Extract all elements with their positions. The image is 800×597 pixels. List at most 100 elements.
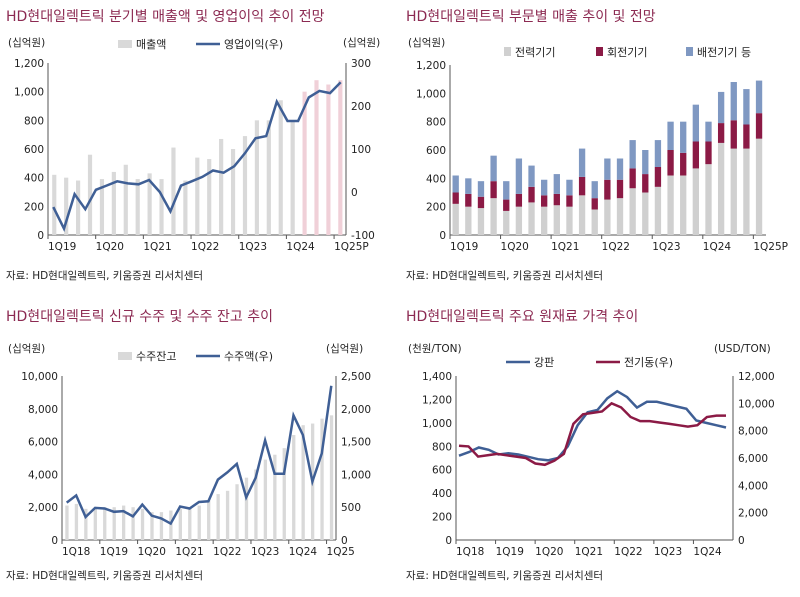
x-tick-label: 1Q25P [753,241,788,253]
x-tick-label: 1Q20 [501,241,529,253]
stacked-bar-segment [629,188,636,235]
stacked-bar-segment [642,150,649,175]
bar [178,508,182,540]
left-unit: (천원/TON) [408,343,462,355]
y-tick-label: 0 [445,535,452,547]
bar [84,508,88,540]
bar [292,435,296,540]
stacked-bar-segment [477,208,485,235]
legend-label: 전력기기 [515,46,555,59]
y-tick-label: 6,000 [28,437,58,449]
bar [314,80,319,235]
y-tick-label: 400 [24,173,44,185]
x-tick-label: 1Q21 [551,241,579,253]
panel-revenue-op: HD현대일렉트릭 분기별 매출액 및 영업이익 추이 전망 (십억원) (십억원)… [0,0,400,297]
x-tick-label: 1Q25P [334,241,369,253]
bar [123,164,128,235]
x-tick-label: 1Q25 [327,546,355,558]
legend-label: 영업이익(우) [224,38,283,51]
stacked-bar-segment [667,175,674,235]
stacked-bar-segment [616,158,624,180]
legend-swatch [596,47,603,56]
stacked-bar-segment [553,193,560,206]
x-tick-label: 1Q24 [289,546,318,558]
y2-tick-label: -100 [351,230,375,242]
y2-tick-label: 6,000 [738,453,768,465]
y-tick-label: 600 [24,144,44,156]
y-tick-label: 2,000 [28,502,58,514]
y2-tick-label: 1,000 [341,469,371,481]
y-tick-label: 800 [24,115,44,127]
bar [171,147,176,235]
x-tick-label: 1Q23 [239,241,267,253]
stacked-bar-segment [553,174,560,194]
y-tick-label: 800 [432,441,452,453]
bar [216,494,220,540]
stacked-bar-segment [515,158,523,194]
y-tick-label: 200 [24,201,44,213]
revenue-op-chart: (십억원) (십억원) 매출액 영업이익(우) 0 200 400 600 800 1,000 1,… [8,37,380,253]
y2-tick-label: 0 [341,535,348,547]
stacked-bar-segment [490,181,497,199]
legend-label: 매출액 [136,38,166,51]
x-tick-label: 1Q19 [496,546,524,558]
stacked-bar-segment [541,206,548,235]
y-tick-label: 800 [426,117,446,129]
y-tick-label: 1,200 [14,58,44,70]
legend-label: 배전기기 등 [697,46,751,59]
bar [140,508,145,540]
y2-tick-label: 8,000 [738,426,768,438]
stacked-bar-segment [654,167,662,187]
bar [74,503,79,540]
x-tick-label: 1Q20 [535,546,563,558]
right-unit: (십억원) [343,37,380,49]
chart-title: HD현대일렉트릭 주요 원재료 가격 추이 [406,309,639,325]
series-line-1 [458,401,726,467]
source-note: 자료: HD현대일렉트릭, 키움증권 리서치센터 [406,570,604,582]
segment-sales-chart: (십억원) 전력기기 회전기기 배전기기 등 0 200 400 600 800 1,000 1,2… [408,37,788,253]
y2-tick-label: 1,500 [341,437,371,449]
stacked-bar-segment [705,121,712,142]
stacked-bar-segment [566,195,573,207]
bar [183,180,188,235]
bar [112,507,116,540]
chart-title: HD현대일렉트릭 신규 수주 및 수주 잔고 추이 [6,309,273,325]
panel-raw-materials: HD현대일렉트릭 주요 원재료 가격 추이 (천원/TON) (USD/TON) 강… [400,300,800,597]
bar [290,120,295,235]
y-tick-label: 1,200 [422,394,452,406]
right-unit: (USD/TON) [714,343,771,355]
x-tick-label: 1Q23 [654,546,682,558]
right-unit: (십억원) [326,343,363,355]
stacked-bar-segment [604,179,611,200]
stacked-bar-segment [692,141,700,169]
orders-chart: (십억원) (십억원) 수주잔고 수주액(우) 0 2,000 4,000 6,000 8,00… [8,343,371,558]
y-tick-label: 10,000 [21,371,58,383]
stacked-bar-segment [717,142,725,235]
stacked-bar-segment [490,198,497,235]
y2-tick-label: 100 [351,144,371,156]
bar [87,154,93,235]
bar [103,507,107,540]
bar [207,159,212,235]
stacked-bar-segment [680,175,687,235]
stacked-bar-segment [705,164,712,235]
stacked-bar-segment [717,123,725,143]
x-tick-label: 1Q22 [191,241,219,253]
stacked-bar-segment [755,113,763,139]
legend-swatch [118,352,132,360]
bar [131,507,135,540]
stacked-bar-segment [490,155,497,182]
stacked-bar-segment [528,186,535,203]
stacked-bar-segment [566,179,573,196]
chart-title: HD현대일렉트릭 분기별 매출액 및 영업이익 추이 전망 [6,9,325,25]
y2-tick-label: 200 [351,101,371,113]
bar [111,171,116,235]
stacked-bar-segment [591,198,598,210]
bar [225,490,230,540]
bar [121,505,126,540]
stacked-bar-segment [604,199,611,235]
stacked-bar-segment [503,210,510,235]
y-tick-label: 400 [432,488,452,500]
series-line-orders [65,385,333,526]
y2-tick-label: 2,500 [341,371,371,383]
